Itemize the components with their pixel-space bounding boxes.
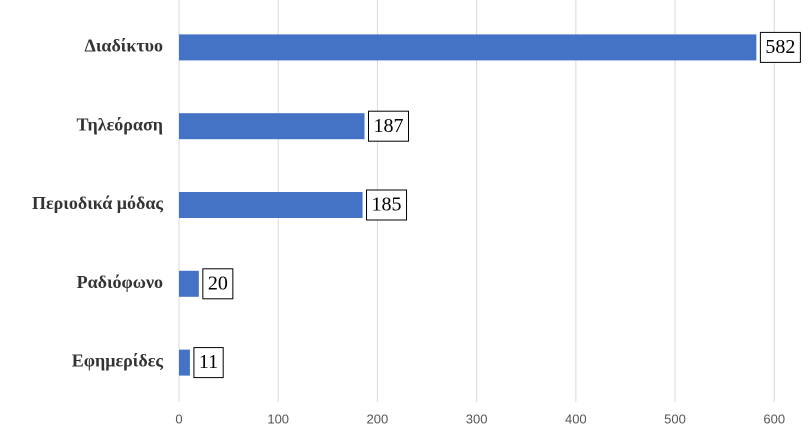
y-tick-label: Διαδίκτυο <box>85 36 163 56</box>
value-label-box <box>366 189 408 221</box>
x-tick-label: 100 <box>267 411 289 426</box>
value-label-box <box>368 110 410 142</box>
value-label: 11 <box>199 351 218 373</box>
value-label: 185 <box>372 194 402 216</box>
x-tick-label: 500 <box>664 411 686 426</box>
y-tick-label: Περιοδικά μόδας <box>32 193 163 213</box>
x-tick-label: 600 <box>763 411 785 426</box>
value-label: 582 <box>765 36 795 58</box>
y-tick-label: Τηλεόραση <box>76 114 163 134</box>
value-label-box <box>193 347 224 379</box>
x-tick-label: 200 <box>367 411 389 426</box>
value-label: 20 <box>208 272 228 294</box>
x-tick-label: 400 <box>565 411 587 426</box>
bar <box>179 34 757 61</box>
bar <box>179 349 190 376</box>
bar <box>179 270 199 297</box>
x-tick-label: 0 <box>175 411 182 426</box>
value-label-box <box>202 268 234 300</box>
value-label-box <box>759 31 801 63</box>
y-tick-label: Ραδιόφωνο <box>77 272 163 292</box>
bar <box>179 192 363 218</box>
value-label: 187 <box>374 115 404 137</box>
bar <box>179 113 365 140</box>
x-tick-label: 300 <box>466 411 488 426</box>
y-tick-label: Εφημερίδες <box>72 351 164 371</box>
